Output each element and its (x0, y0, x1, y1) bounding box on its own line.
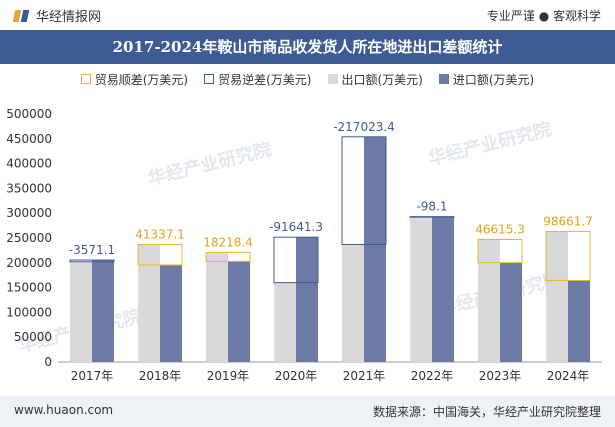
footer: www.huaon.com 数据来源：中国海关，华经产业研究院整理 (0, 396, 615, 427)
legend-label-deficit: 贸易逆差(万美元) (218, 72, 312, 87)
x-tick-label: 2018年 (139, 369, 182, 383)
import-bar (92, 260, 114, 362)
import-bar (228, 261, 250, 362)
import-bar (160, 264, 182, 362)
y-tick-label: 0 (44, 355, 52, 369)
deficit-box (69, 259, 115, 263)
balance-data-label: -98.1 (416, 200, 447, 214)
export-bar (478, 239, 500, 362)
footer-source: 数据来源：中国海关，华经产业研究院整理 (372, 405, 601, 419)
legend-swatch-surplus (80, 74, 91, 84)
legend-swatch-deficit (204, 74, 215, 84)
logo-icon (12, 8, 30, 24)
x-tick-label: 2019年 (207, 369, 250, 383)
legend-item-export: 出口额(万美元) (327, 68, 423, 90)
export-bar (410, 216, 432, 362)
import-bar (296, 237, 318, 362)
y-tick-label: 100000 (6, 305, 52, 319)
legend-label-import: 进口额(万美元) (452, 72, 535, 87)
legend-swatch-import (438, 74, 449, 84)
surplus-box (137, 243, 183, 266)
watermark-text: 华经产业研究院 (146, 138, 274, 190)
legend-label-surplus: 贸易顺差(万美元) (94, 72, 189, 87)
import-bar (364, 136, 386, 362)
x-tick-label: 2020年 (275, 369, 318, 383)
export-bar (274, 282, 296, 362)
y-tick-label: 350000 (6, 181, 52, 195)
y-tick-label: 450000 (6, 132, 52, 146)
x-tick-label: 2022年 (411, 369, 454, 383)
y-tick-label: 150000 (6, 281, 52, 295)
chart-plot: 华经产业研究院华经产业研究院华经产业研究院华经产业研究院050000100000… (6, 107, 602, 383)
balance-data-label: -217023.4 (333, 120, 395, 134)
y-tick-label: 200000 (6, 256, 52, 270)
legend-swatch-export (327, 74, 338, 84)
balance-data-label: -3571.1 (69, 243, 115, 257)
chart-title: 2017-2024年鞍山市商品收发货人所在地进出口差额统计 (0, 30, 615, 64)
surplus-box (477, 238, 523, 264)
import-bar (432, 216, 454, 362)
footer-site[interactable]: www.huaon.com (14, 403, 114, 417)
x-tick-label: 2021年 (343, 369, 386, 383)
y-tick-label: 250000 (6, 231, 52, 245)
import-bar (568, 280, 590, 362)
watermark-text: 华经产业研究院 (426, 118, 554, 170)
export-bar (138, 244, 160, 362)
top-bar: 华经情报网 专业严谨 ● 客观科学 (0, 0, 615, 30)
balance-data-label: 98661.7 (543, 215, 593, 229)
y-tick-label: 300000 (6, 206, 52, 220)
deficit-box (341, 136, 387, 245)
export-bar (206, 252, 228, 362)
x-tick-label: 2024年 (547, 369, 590, 383)
legend-label-export: 出口额(万美元) (341, 72, 423, 87)
legend-item-deficit: 贸易逆差(万美元) (204, 68, 312, 90)
y-tick-label: 500000 (6, 107, 52, 121)
balance-data-label: 46615.3 (475, 222, 525, 236)
y-tick-label: 50000 (14, 330, 52, 344)
export-bar (342, 244, 364, 362)
balance-data-label: -91641.3 (269, 220, 323, 234)
brand[interactable]: 华经情报网 (12, 6, 102, 25)
legend-item-surplus: 贸易顺差(万美元) (80, 68, 189, 90)
x-tick-label: 2017年 (71, 369, 114, 383)
balance-data-label: 18218.4 (203, 235, 253, 249)
deficit-box (273, 236, 319, 284)
balance-data-label: 41337.1 (135, 227, 185, 241)
legend: 贸易顺差(万美元) 贸易逆差(万美元) 出口额(万美元) 进口额(万美元) (0, 68, 615, 90)
surplus-box (205, 251, 251, 262)
surplus-box (545, 231, 591, 281)
x-tick-label: 2023年 (479, 369, 522, 383)
deficit-box (409, 216, 455, 218)
export-bar (546, 231, 568, 362)
import-bar (500, 262, 522, 362)
legend-item-import: 进口额(万美元) (438, 68, 535, 90)
export-bar (70, 261, 92, 362)
tagline: 专业严谨 ● 客观科学 (486, 9, 601, 23)
y-tick-label: 400000 (6, 157, 52, 171)
brand-name: 华经情报网 (36, 10, 102, 25)
